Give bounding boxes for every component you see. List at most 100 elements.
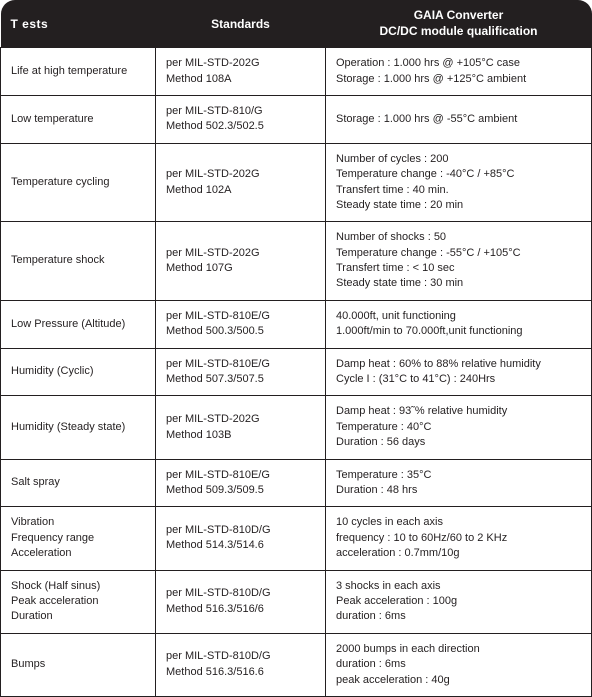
std-line: Method 509.3/509.5 [166,484,264,496]
std-line: Method 516.3/516.6 [166,666,264,678]
qual-line: Transfert time : < 10 sec [336,262,455,274]
qual-line: 2000 bumps in each direction [336,643,480,655]
cell-test: Shock (Half sinus) Peak acceleration Dur… [1,570,156,633]
table-row: Bumps per MIL-STD-810D/G Method 516.3/51… [1,633,592,696]
cell-standard: per MIL-STD-810E/G Method 500.3/500.5 [156,300,326,348]
cell-standard: per MIL-STD-810E/G Method 507.3/507.5 [156,348,326,396]
std-line: Method 500.3/500.5 [166,325,264,337]
std-line: Method 108A [166,73,231,85]
std-line: Method 507.3/507.5 [166,373,264,385]
cell-standard: per MIL-STD-810D/G Method 514.3/514.6 [156,507,326,570]
cell-qualification: Number of shocks : 50 Temperature change… [326,222,592,301]
std-line: per MIL-STD-810D/G [166,650,271,662]
cell-qualification: 10 cycles in each axis frequency : 10 to… [326,507,592,570]
cell-test: Low Pressure (Altitude) [1,300,156,348]
table-row: Humidity (Cyclic) per MIL-STD-810E/G Met… [1,348,592,396]
table-row: Salt spray per MIL-STD-810E/G Method 509… [1,459,592,507]
qual-line: 3 shocks in each axis [336,580,441,592]
qual-line: 40.000ft, unit functioning [336,310,456,322]
cell-test: Temperature cycling [1,143,156,222]
cell-test: Bumps [1,633,156,696]
std-line: per MIL-STD-810E/G [166,469,270,481]
cell-standard: per MIL-STD-202G Method 103B [156,396,326,459]
cell-test: Humidity (Steady state) [1,396,156,459]
test-line: Shock (Half sinus) [11,580,100,592]
std-line: Method 514.3/514.6 [166,539,264,551]
qualification-table-wrapper: T ests Standards GAIA Converter DC/DC mo… [0,0,592,697]
test-line: Vibration [11,516,54,528]
qual-line: duration : 6ms [336,610,406,622]
cell-qualification: Damp heat : 60% to 88% relative humidity… [326,348,592,396]
qual-line: Number of cycles : 200 [336,153,449,165]
cell-qualification: Operation : 1.000 hrs @ +105°C case Stor… [326,48,592,96]
test-line: Peak acceleration [11,595,98,607]
cell-qualification: Damp heat : 93˜% relative humidity Tempe… [326,396,592,459]
qual-line: Cycle I : (31°C to 41°C) : 240Hrs [336,373,495,385]
qual-line: 1.000ft/min to 70.000ft,unit functioning [336,325,523,337]
qual-line: frequency : 10 to 60Hz/60 to 2 KHz [336,532,507,544]
header-standards: Standards [156,0,326,48]
header-tests: T ests [1,0,156,48]
qual-line: Steady state time : 20 min [336,199,463,211]
std-line: per MIL-STD-810E/G [166,310,270,322]
cell-qualification: 3 shocks in each axis Peak acceleration … [326,570,592,633]
qual-line: Duration : 56 days [336,436,425,448]
table-row: Humidity (Steady state) per MIL-STD-202G… [1,396,592,459]
header-qualification: GAIA Converter DC/DC module qualificatio… [326,0,592,48]
qual-line: Temperature change : -55°C / +105°C [336,247,521,259]
cell-standard: per MIL-STD-810D/G Method 516.3/516.6 [156,633,326,696]
std-line: per MIL-STD-202G [166,413,260,425]
std-line: Method 107G [166,262,233,274]
std-line: Method 516.3/516/6 [166,603,264,615]
test-line: Duration [11,610,53,622]
cell-standard: per MIL-STD-810D/G Method 516.3/516/6 [156,570,326,633]
cell-test: Low temperature [1,95,156,143]
cell-test: Humidity (Cyclic) [1,348,156,396]
cell-qualification: Storage : 1.000 hrs @ -55°C ambient [326,95,592,143]
std-line: per MIL-STD-810E/G [166,358,270,370]
cell-qualification: Number of cycles : 200 Temperature chang… [326,143,592,222]
std-line: Method 102A [166,184,231,196]
qual-line: 10 cycles in each axis [336,516,443,528]
cell-standard: per MIL-STD-202G Method 108A [156,48,326,96]
std-line: per MIL-STD-810D/G [166,587,271,599]
cell-standard: per MIL-STD-810E/G Method 509.3/509.5 [156,459,326,507]
table-row: Low temperature per MIL-STD-810/G Method… [1,95,592,143]
table-row: Shock (Half sinus) Peak acceleration Dur… [1,570,592,633]
cell-qualification: Temperature : 35°C Duration : 48 hrs [326,459,592,507]
cell-test: Life at high temperature [1,48,156,96]
qual-line: Damp heat : 93˜% relative humidity [336,405,507,417]
qual-line: Temperature change : -40°C / +85°C [336,168,514,180]
qual-line: peak acceleration : 40g [336,674,450,686]
table-row: Temperature shock per MIL-STD-202G Metho… [1,222,592,301]
table-row: Life at high temperature per MIL-STD-202… [1,48,592,96]
qual-line: Duration : 48 hrs [336,484,417,496]
cell-qualification: 40.000ft, unit functioning 1.000ft/min t… [326,300,592,348]
qual-line: Storage : 1.000 hrs @ -55°C ambient [336,113,517,125]
qual-line: Steady state time : 30 min [336,277,463,289]
test-line: Acceleration [11,547,72,559]
std-line: per MIL-STD-202G [166,168,260,180]
qual-line: Number of shocks : 50 [336,231,446,243]
cell-qualification: 2000 bumps in each direction duration : … [326,633,592,696]
qual-line: Damp heat : 60% to 88% relative humidity [336,358,541,370]
qual-line: Transfert time : 40 min. [336,184,449,196]
std-line: Method 502.3/502.5 [166,120,264,132]
qual-line: acceleration : 0.7mm/10g [336,547,460,559]
cell-test: Vibration Frequency range Acceleration [1,507,156,570]
table-header-row: T ests Standards GAIA Converter DC/DC mo… [1,0,592,48]
qual-line: Storage : 1.000 hrs @ +125°C ambient [336,73,526,85]
qual-line: duration : 6ms [336,658,406,670]
cell-standard: per MIL-STD-202G Method 102A [156,143,326,222]
cell-test: Temperature shock [1,222,156,301]
qual-line: Operation : 1.000 hrs @ +105°C case [336,57,520,69]
cell-standard: per MIL-STD-202G Method 107G [156,222,326,301]
std-line: per MIL-STD-202G [166,57,260,69]
std-line: Method 103B [166,429,231,441]
header-qual-line1: GAIA Converter [414,8,504,22]
qual-line: Peak acceleration : 100g [336,595,457,607]
table-row: Vibration Frequency range Acceleration p… [1,507,592,570]
table-row: Temperature cycling per MIL-STD-202G Met… [1,143,592,222]
test-line: Frequency range [11,532,94,544]
header-qual-line2: DC/DC module qualification [379,24,537,38]
